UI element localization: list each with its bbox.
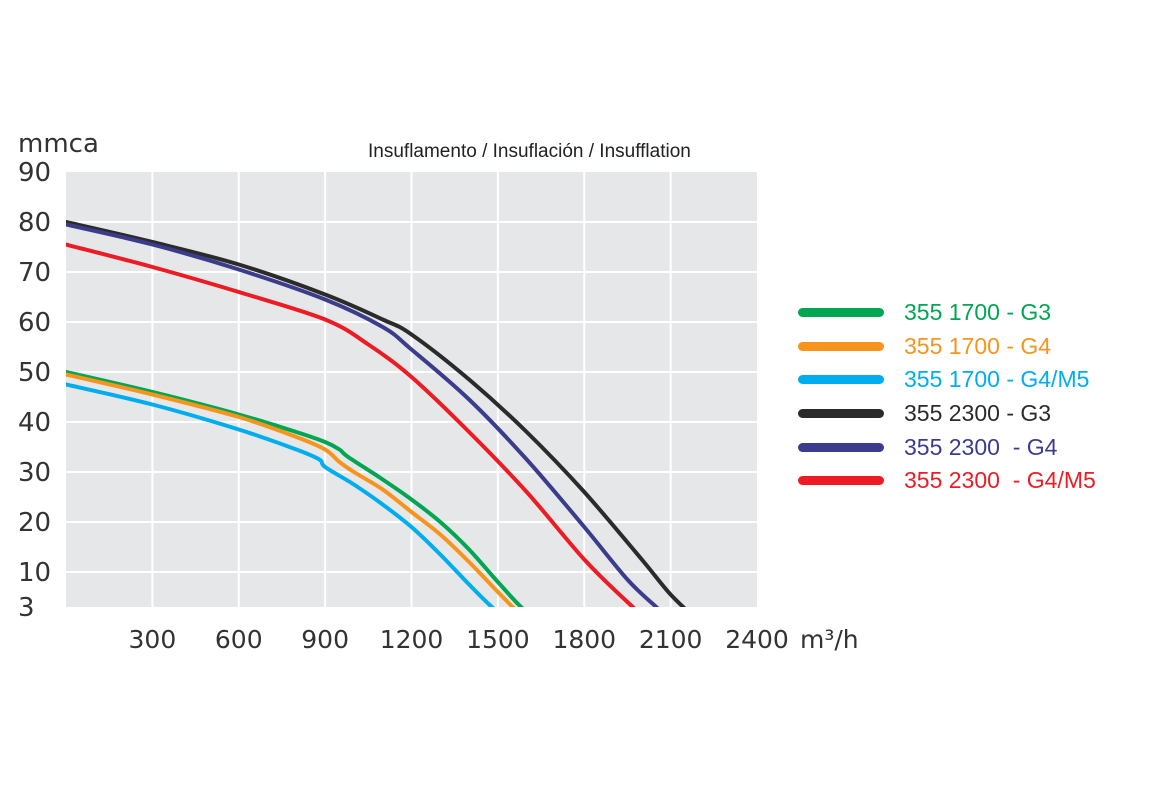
x-axis-label: m³/h bbox=[800, 625, 859, 654]
legend-label: 355 1700 - G4/M5 bbox=[904, 366, 1090, 393]
chart-title: Insuflamento / Insuflación / Insufflatio… bbox=[368, 141, 691, 162]
legend-item: 355 2300 - G3 bbox=[798, 397, 1096, 431]
legend: 355 1700 - G3 355 1700 - G4 355 1700 - G… bbox=[798, 296, 1096, 498]
x-tick-label: 600 bbox=[215, 625, 263, 654]
y-tick-label: 50 bbox=[18, 358, 51, 388]
y-tick-label: 3 bbox=[18, 593, 35, 623]
x-tick-label: 2100 bbox=[639, 625, 703, 654]
legend-swatch bbox=[798, 308, 884, 318]
legend-label: 355 2300 - G3 bbox=[904, 400, 1052, 427]
series-line bbox=[66, 382, 495, 607]
legend-swatch bbox=[798, 476, 884, 486]
x-tick-label: 900 bbox=[301, 625, 349, 654]
y-tick-label: 60 bbox=[18, 308, 51, 338]
series-line bbox=[66, 242, 636, 607]
x-tick-label: 1800 bbox=[552, 625, 616, 654]
legend-swatch bbox=[798, 442, 884, 452]
y-tick-label: 10 bbox=[18, 558, 51, 588]
y-tick-label: 70 bbox=[18, 258, 51, 288]
x-tick-label: 1200 bbox=[380, 625, 444, 654]
series-line bbox=[66, 372, 516, 607]
y-axis-label: mmca bbox=[18, 129, 99, 159]
legend-item: 355 1700 - G3 bbox=[798, 296, 1096, 330]
series-line bbox=[66, 222, 660, 607]
legend-swatch bbox=[798, 341, 884, 351]
series-line bbox=[66, 370, 524, 607]
x-tick-label: 1500 bbox=[466, 625, 530, 654]
legend-swatch bbox=[798, 375, 884, 385]
legend-item: 355 2300 - G4/M5 bbox=[798, 464, 1096, 498]
legend-label: 355 1700 - G3 bbox=[904, 299, 1052, 326]
legend-item: 355 1700 - G4/M5 bbox=[798, 363, 1096, 397]
y-tick-label: 80 bbox=[18, 208, 51, 238]
legend-item: 355 2300 - G4 bbox=[798, 430, 1096, 464]
series-line bbox=[66, 220, 687, 607]
legend-label: 355 2300 - G4 bbox=[904, 433, 1058, 460]
y-tick-label: 90 bbox=[18, 158, 51, 188]
x-tick-label: 2400 bbox=[725, 625, 789, 654]
legend-label: 355 2300 - G4/M5 bbox=[904, 467, 1096, 494]
legend-swatch bbox=[798, 409, 884, 419]
y-tick-label: 30 bbox=[18, 458, 51, 488]
x-tick-label: 300 bbox=[129, 625, 177, 654]
y-tick-label: 40 bbox=[18, 408, 51, 438]
y-tick-label: 20 bbox=[18, 508, 51, 538]
legend-item: 355 1700 - G4 bbox=[798, 330, 1096, 364]
legend-label: 355 1700 - G4 bbox=[904, 332, 1052, 359]
